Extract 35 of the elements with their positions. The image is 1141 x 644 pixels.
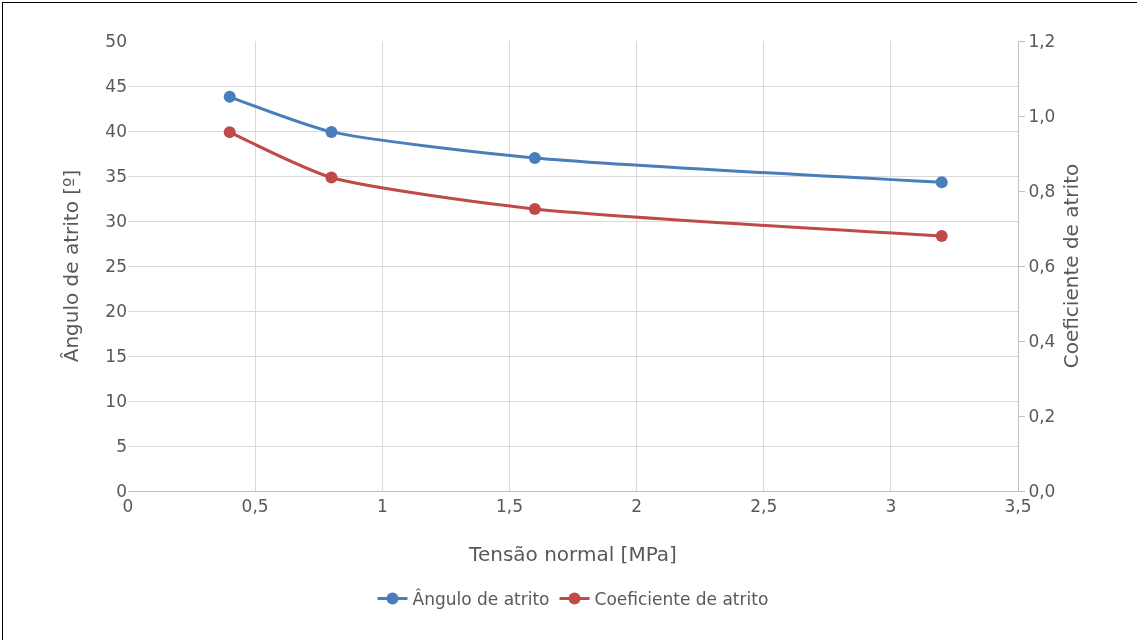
x-tick-label: 1 (376, 496, 388, 517)
point (935, 230, 948, 242)
y-axis-title: Ângulo de atrito [º] (59, 169, 83, 363)
y-tick-label: 30 (105, 210, 127, 231)
legend-label: Coeficiente de atrito (594, 589, 769, 610)
y-tick-label: 5 (116, 435, 127, 456)
y2-axis-title: Coeficiente de atrito (1059, 163, 1083, 369)
point (325, 171, 338, 184)
legend-label: Ângulo de atrito (412, 588, 550, 610)
y-tick-label: 25 (105, 255, 127, 276)
y2-tick-label: 0,2 (1028, 405, 1056, 426)
y-tick-label: 40 (105, 120, 127, 141)
y-tick-label: 15 (105, 345, 127, 366)
y2-tick-label: 0,4 (1028, 330, 1056, 351)
y-tick-label: 35 (105, 165, 127, 186)
y2-tick-label: 1,0 (1028, 105, 1056, 126)
x-tick-label: 0,5 (241, 496, 269, 517)
y2-tick-label: 0,8 (1028, 180, 1056, 201)
x-axis-title: Tensão normal [MPa] (468, 542, 677, 566)
point (935, 176, 948, 189)
x-tick-label: 1,5 (495, 496, 523, 517)
point (325, 125, 338, 138)
y-tick-label: 20 (105, 300, 127, 321)
x-tick-label: 2 (631, 496, 642, 517)
point (223, 90, 236, 103)
point (528, 152, 541, 164)
y-tick-label: 45 (105, 75, 127, 96)
y-tick-label: 50 (105, 30, 127, 51)
x-tick-label: 3 (885, 496, 897, 517)
x-tick-label: 2,5 (750, 496, 778, 517)
y-tick-label: 10 (105, 390, 127, 411)
point (223, 126, 236, 139)
y2-tick-label: 0,6 (1028, 255, 1056, 276)
y2-tick-label: 1,2 (1028, 30, 1056, 51)
point (528, 203, 541, 215)
